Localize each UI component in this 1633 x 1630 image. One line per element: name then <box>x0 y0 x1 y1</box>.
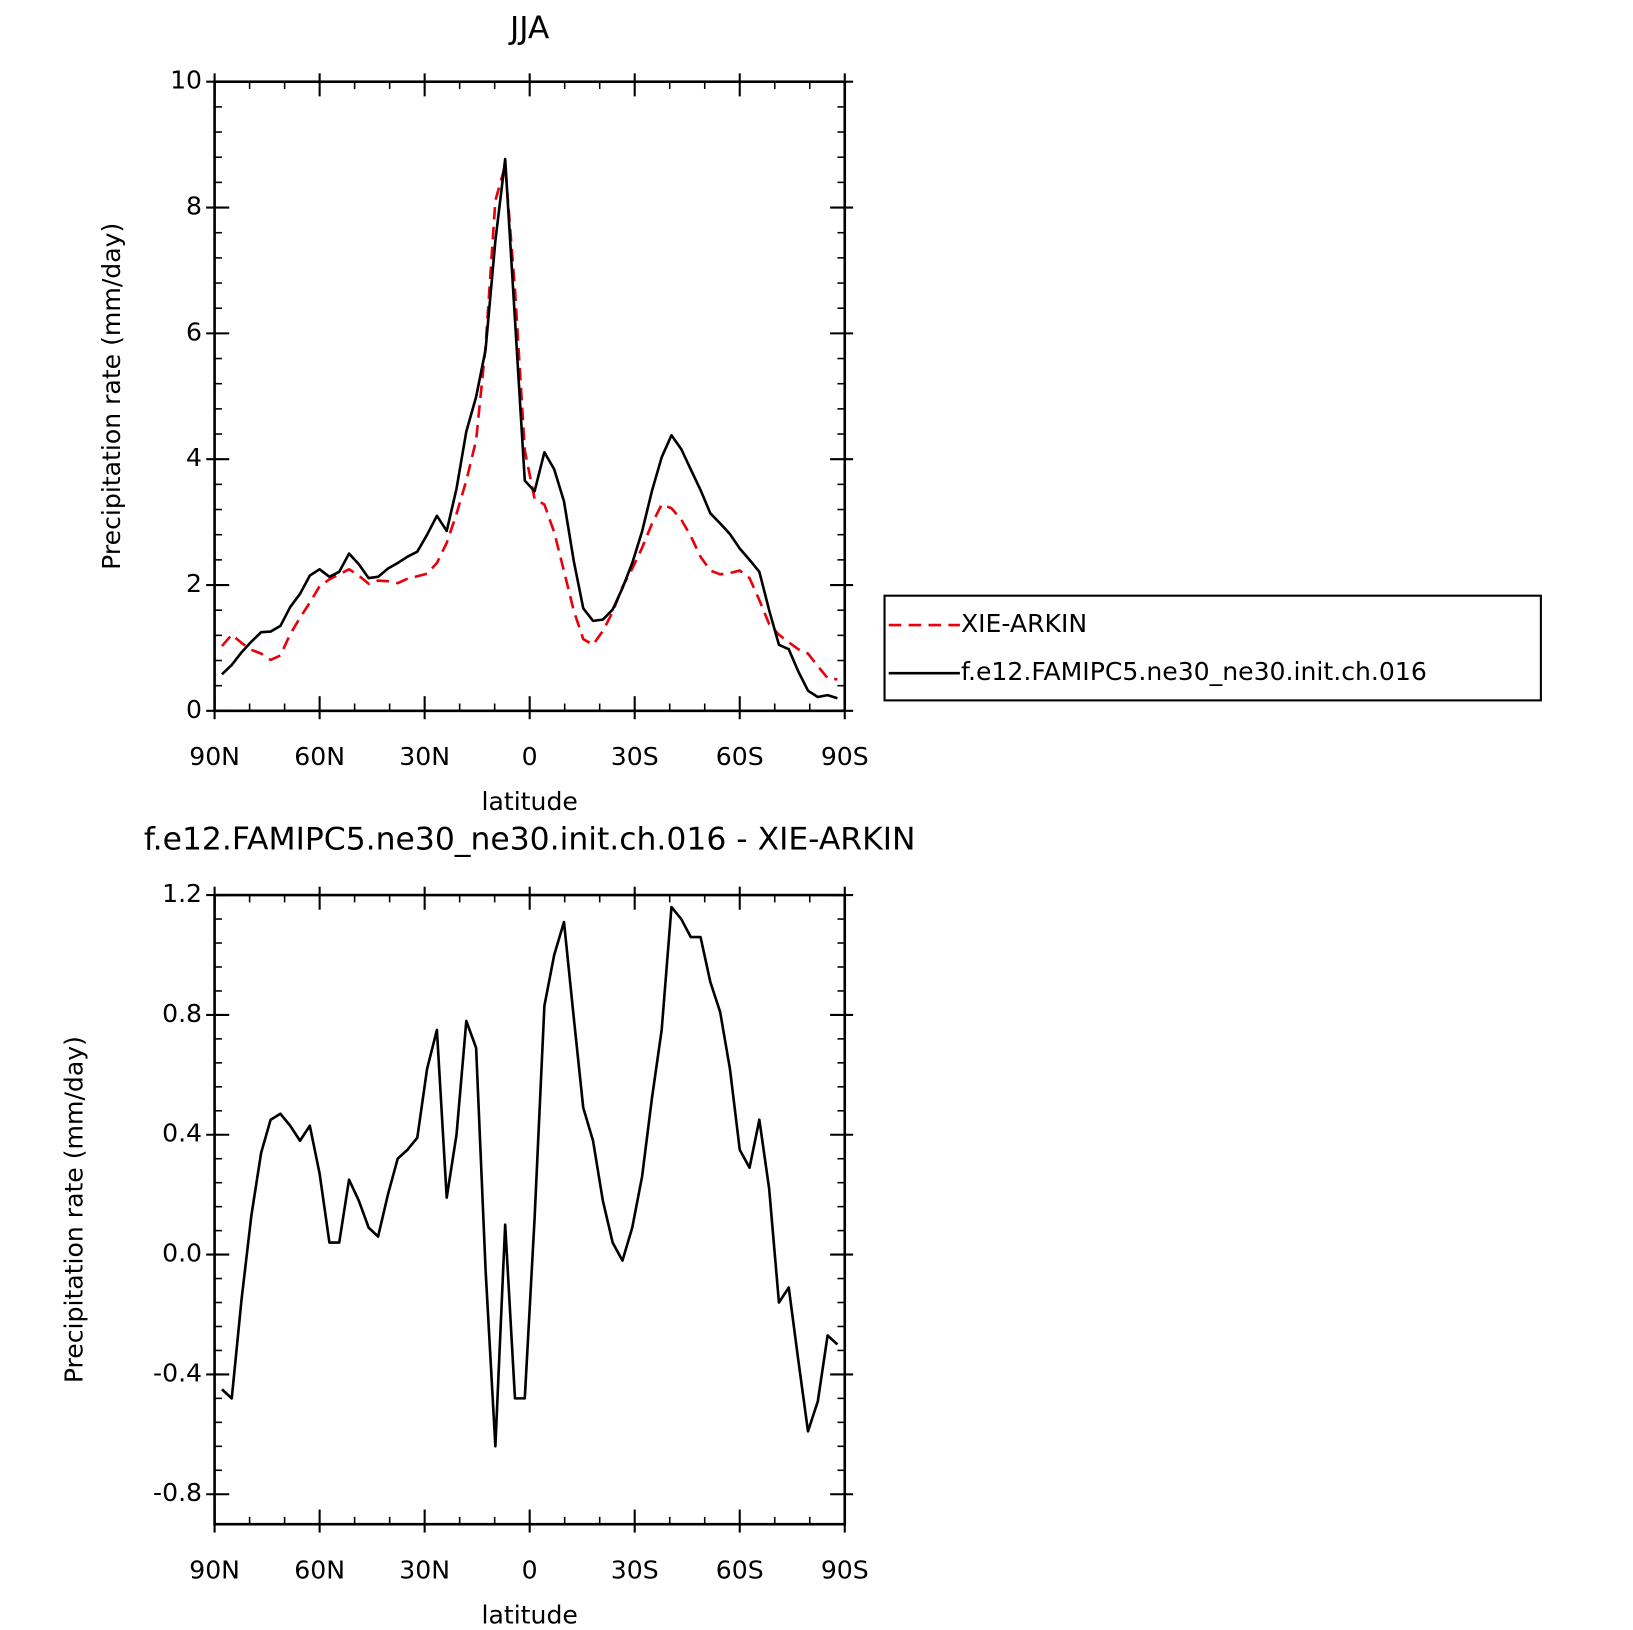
x-tick-label: 60N <box>294 742 345 771</box>
plot-frame <box>213 893 847 1526</box>
x-axis-label: latitude <box>482 1600 578 1629</box>
series-line <box>221 905 839 1448</box>
x-tick-label: 30S <box>611 1555 659 1584</box>
x-tick-label: 30N <box>399 742 450 771</box>
y-tick-label: 6 <box>186 317 202 346</box>
legend-label: XIE-ARKIN <box>961 609 1087 638</box>
chart-title: f.e12.FAMIPC5.ne30_ne30.init.ch.016 - XI… <box>144 822 916 858</box>
x-tick-label: 90N <box>189 742 240 771</box>
x-tick-label: 90S <box>821 1555 869 1584</box>
y-tick-label: -0.4 <box>153 1358 202 1387</box>
y-tick-label: 4 <box>186 443 202 472</box>
y-tick-label: 0.0 <box>162 1239 202 1268</box>
x-tick-label: 30N <box>399 1555 450 1584</box>
legend-box <box>883 594 1542 702</box>
x-tick-label: 90S <box>821 742 869 771</box>
series-line <box>221 157 838 700</box>
x-tick-label: 90N <box>189 1555 240 1584</box>
y-tick-label: 0 <box>186 695 202 724</box>
x-tick-label: 60N <box>294 1555 345 1584</box>
x-tick-label: 60S <box>716 1555 764 1584</box>
y-tick-label: 10 <box>170 66 202 95</box>
chart-title: JJA <box>508 10 550 46</box>
x-axis-label: latitude <box>482 787 578 816</box>
y-tick-label: 1.2 <box>162 879 202 908</box>
plot-frame <box>213 80 847 713</box>
y-tick-label: 0.4 <box>162 1119 202 1148</box>
y-tick-label: 8 <box>186 192 202 221</box>
y-tick-label: 2 <box>186 569 202 598</box>
y-axis-label: Precipitation rate (mm/day) <box>59 1036 88 1383</box>
series-line <box>220 164 838 681</box>
x-tick-label: 0 <box>522 1555 538 1584</box>
x-tick-label: 60S <box>716 742 764 771</box>
y-tick-label: 0.8 <box>162 999 202 1028</box>
y-tick-label: -0.8 <box>153 1478 202 1507</box>
legend-label: f.e12.FAMIPC5.ne30_ne30.init.ch.016 <box>961 657 1427 686</box>
y-axis-label: Precipitation rate (mm/day) <box>97 223 126 570</box>
x-tick-label: 0 <box>522 742 538 771</box>
x-tick-label: 30S <box>611 742 659 771</box>
